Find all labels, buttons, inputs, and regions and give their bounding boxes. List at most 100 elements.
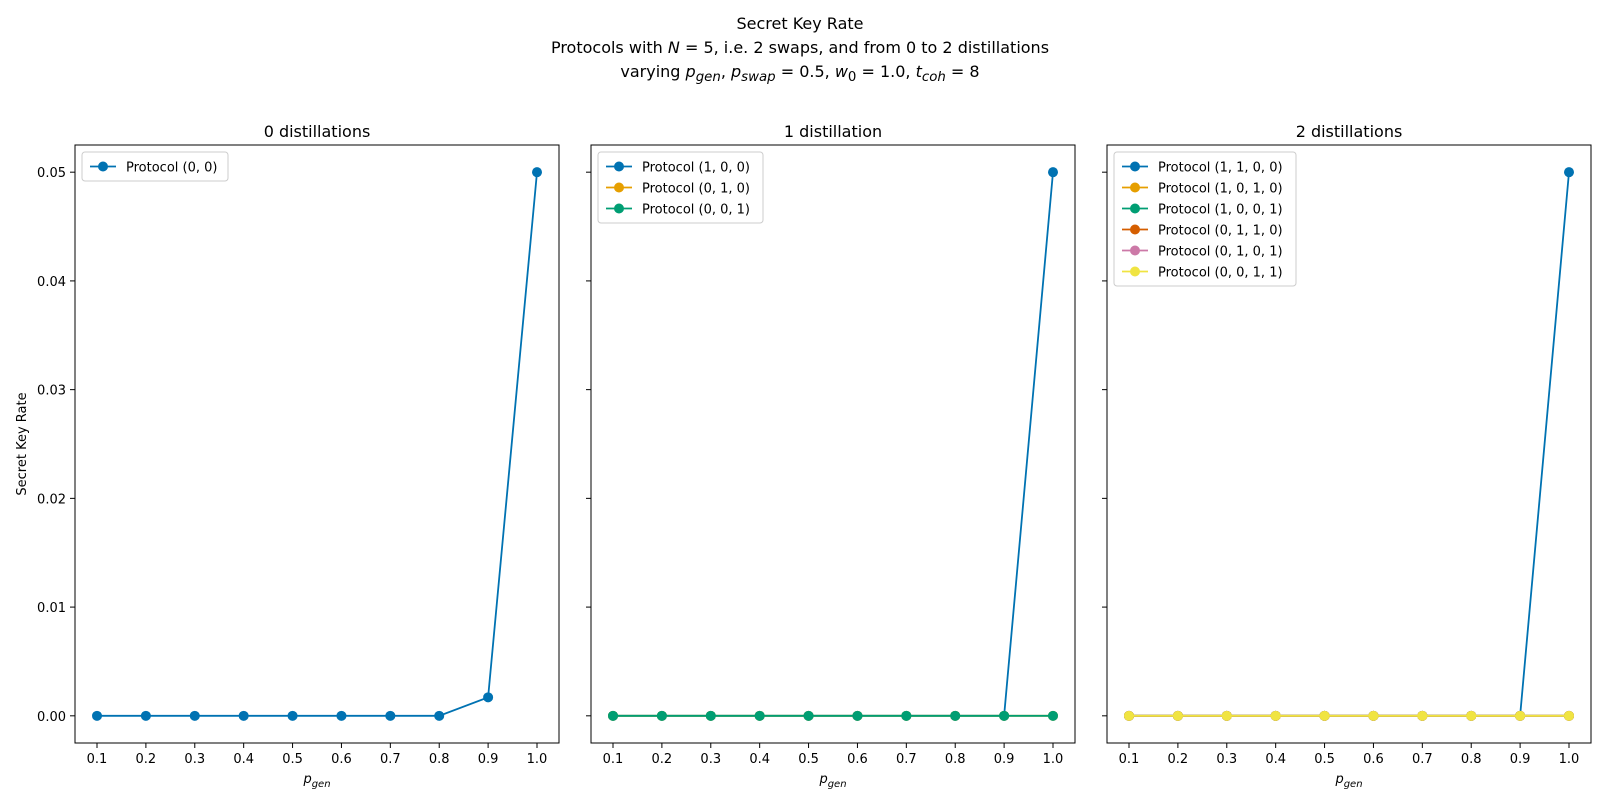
legend-marker [614, 203, 624, 214]
x-tick-label: 0.2 [652, 752, 673, 767]
legend-label: Protocol (1, 0, 0) [642, 161, 750, 176]
x-tick-label: 0.8 [1461, 752, 1482, 767]
y-tick-label: 0.04 [37, 275, 66, 290]
figure-title: Secret Key Rate Protocols with N = 5, i.… [0, 12, 1600, 90]
legend-label: Protocol (1, 0, 1, 0) [1158, 182, 1283, 197]
legend-label: Protocol (1, 0, 0, 1) [1158, 203, 1283, 218]
x-tick-label: 1.0 [1559, 752, 1580, 767]
data-point [1515, 710, 1526, 721]
y-tick-label: 0.01 [37, 601, 66, 616]
figure-title-line-1: Secret Key Rate [736, 14, 864, 33]
axes-frame [74, 144, 560, 744]
data-point [1124, 710, 1134, 721]
figure-title-line-2: Protocols with N = 5, i.e. 2 swaps, and … [550, 38, 1050, 57]
x-tick-label: 0.6 [1363, 752, 1384, 767]
y-tick-label: 0.05 [37, 166, 66, 181]
legend-box [1113, 151, 1297, 287]
legend-label: Protocol (0, 1, 0) [642, 182, 750, 197]
x-tick-label: 1.0 [1043, 752, 1064, 767]
panel-title: 1 distillation [784, 122, 882, 141]
data-point [950, 710, 961, 721]
x-tick-label: 0.3 [1216, 752, 1237, 767]
x-tick-label: 0.2 [1168, 752, 1189, 767]
x-tick-label: 0.9 [994, 752, 1015, 767]
data-point [1466, 710, 1477, 721]
x-tick-label: 0.7 [380, 752, 401, 767]
axes-frame [590, 144, 1076, 744]
x-axis-label: pgen [1334, 772, 1362, 790]
x-tick-label: 0.8 [429, 752, 450, 767]
x-axis-label: pgen [818, 772, 846, 790]
legend-marker [614, 182, 624, 193]
panel-title: 0 distillations [264, 122, 371, 141]
x-tick-label: 0.7 [896, 752, 917, 767]
x-tick-label: 0.1 [1119, 752, 1140, 767]
data-point [901, 710, 912, 721]
legend-marker [614, 161, 624, 172]
legend-marker [98, 161, 108, 172]
chart-panel-2: 2 distillations 0.1 0.2 0.3 0.4 0.5 0.6 0.7 0.8 0… [1102, 122, 1592, 790]
series-line [97, 172, 538, 717]
panel-title: 2 distillations [1296, 122, 1403, 141]
x-tick-label: 0.1 [603, 752, 624, 767]
x-tick-label: 0.4 [1265, 752, 1286, 767]
legend-label: Protocol (0, 1, 0, 1) [1158, 245, 1283, 260]
data-point [803, 710, 814, 721]
data-point [1319, 710, 1330, 721]
x-tick-label: 0.8 [945, 752, 966, 767]
data-point [1270, 710, 1281, 721]
legend-label: Protocol (0, 0, 1, 1) [1158, 266, 1283, 281]
x-tick-label: 0.5 [282, 752, 303, 767]
data-point [1564, 167, 1574, 178]
legend-label: Protocol (0, 0, 1) [642, 203, 750, 218]
data-point [656, 710, 667, 721]
data-point [754, 710, 765, 721]
x-tick-label: 0.1 [87, 752, 108, 767]
x-tick-label: 0.7 [1412, 752, 1433, 767]
x-tick-label: 0.3 [184, 752, 205, 767]
series-line [613, 172, 1054, 717]
x-tick-label: 0.6 [847, 752, 868, 767]
figure-title-line-3: varying pgen, pswap = 0.5, w0 = 1.0, tco… [620, 62, 980, 86]
y-tick-label: 0.00 [37, 710, 66, 725]
data-point [608, 710, 618, 721]
y-tick-label: 0.02 [37, 492, 66, 507]
data-point [483, 692, 494, 703]
y-axis-label: Secret Key Rate [15, 392, 30, 495]
chart-panel-0: 0 distillations 0.1 0.2 0.3 0.4 0.5 0.6 0.7 0.8 0… [15, 122, 560, 790]
data-point [434, 710, 445, 721]
x-tick-label: 0.5 [798, 752, 819, 767]
data-point [92, 710, 102, 721]
x-tick-label: 0.9 [478, 752, 499, 767]
legend-marker [1130, 182, 1140, 193]
x-tick-label: 0.6 [331, 752, 352, 767]
y-tick-label: 0.03 [37, 384, 66, 399]
data-point [852, 710, 863, 721]
data-point [1048, 167, 1058, 178]
data-point [385, 710, 396, 721]
data-point [336, 710, 347, 721]
x-tick-label: 1.0 [527, 752, 548, 767]
data-point [1172, 710, 1183, 721]
data-point [140, 710, 151, 721]
x-tick-label: 0.9 [1510, 752, 1531, 767]
x-tick-label: 0.3 [700, 752, 721, 767]
legend-marker [1130, 161, 1140, 172]
legend-box [597, 151, 764, 224]
legend-marker [1130, 245, 1140, 256]
x-axis-label: pgen [302, 772, 330, 790]
data-point [1368, 710, 1379, 721]
legend-label: Protocol (0, 0) [126, 161, 217, 176]
axes-frame [1106, 144, 1592, 744]
data-point [1564, 710, 1574, 721]
legend-marker [1130, 266, 1140, 277]
data-point [238, 710, 249, 721]
data-point [999, 710, 1010, 721]
x-tick-label: 0.5 [1314, 752, 1335, 767]
data-point [705, 710, 716, 721]
data-point [287, 710, 298, 721]
legend-marker [1130, 224, 1140, 235]
legend-box [81, 151, 229, 182]
x-tick-label: 0.4 [233, 752, 254, 767]
